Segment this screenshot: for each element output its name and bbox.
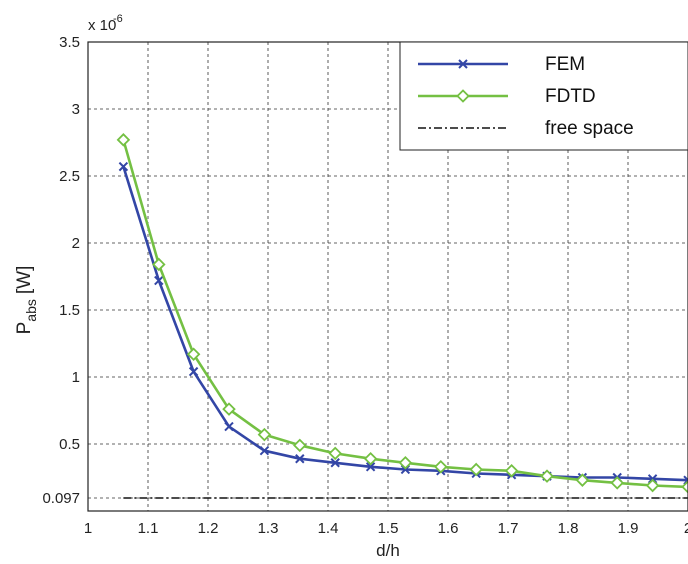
legend-label-fdtd: FDTD xyxy=(545,86,596,107)
data-point-fem xyxy=(259,445,270,456)
data-point-fdtd xyxy=(257,427,272,442)
data-point-fdtd xyxy=(293,438,307,453)
data-point-fdtd xyxy=(398,455,413,470)
x-tick-label: 1.8 xyxy=(558,520,579,537)
x-tick-label: 1.6 xyxy=(438,520,459,537)
legend-entries: FEM FDTD free space xyxy=(418,54,634,139)
y-tick-label: 1.5 xyxy=(59,302,80,319)
y-tick-label: 3 xyxy=(72,101,80,118)
data-point-fem xyxy=(118,161,129,172)
x-tick-label: 1.5 xyxy=(378,520,399,537)
data-point-fdtd xyxy=(186,347,201,361)
x-tick-label: 1.9 xyxy=(618,520,639,537)
y-tick-label: 3.5 xyxy=(59,34,80,51)
data-point-fdtd xyxy=(469,462,483,477)
data-point-fdtd xyxy=(645,478,660,493)
x-tick-label: 2 xyxy=(684,520,688,537)
x-tick-label: 1.7 xyxy=(498,520,519,537)
data-point-fem xyxy=(295,454,305,464)
series-layer xyxy=(116,133,688,499)
x-tick-label: 1.2 xyxy=(198,520,219,537)
y-axis-label-sub: abs xyxy=(23,299,39,322)
data-point-fem xyxy=(330,458,340,468)
data-point-fdtd xyxy=(363,451,378,466)
data-point-fdtd xyxy=(116,133,131,147)
x-tick-label: 1.3 xyxy=(258,520,279,537)
legend-label-free-space: free space xyxy=(545,118,634,139)
data-point-fdtd xyxy=(540,469,554,483)
x-tick-label: 1.4 xyxy=(318,520,339,537)
data-point-fem xyxy=(188,366,199,377)
data-point-fdtd xyxy=(222,402,236,416)
legend-marker-fem xyxy=(458,59,468,69)
data-point-fem xyxy=(224,421,234,432)
grid xyxy=(87,41,688,511)
data-point-fdtd xyxy=(610,476,624,490)
svg-text:Pabs[W]: Pabs [W] xyxy=(14,266,39,335)
y-axis-label: Pabs [W] xyxy=(14,266,39,335)
exponent-label: x 10 xyxy=(88,17,116,34)
x-axis-label: d/h xyxy=(376,541,400,560)
data-point-fdtd xyxy=(575,473,590,487)
data-point-fdtd xyxy=(152,257,166,272)
data-point-fem xyxy=(365,462,376,472)
legend-marker-fdtd xyxy=(456,89,470,103)
legend-label-fem: FEM xyxy=(545,54,585,75)
y-tick-label: 0.097 xyxy=(42,490,80,507)
y-tick-label: 1 xyxy=(72,369,80,386)
ticks: 1 1.1 1.2 1.3 1.4 1.5 1.6 1.7 1.8 1.9 2 0.097 0.5 1 1.… xyxy=(42,34,688,537)
plot-frame xyxy=(87,41,688,512)
data-point-fdtd xyxy=(504,464,519,478)
exponent-power: -6 xyxy=(113,13,123,25)
y-tick-label: 0.5 xyxy=(59,436,80,453)
data-point-fdtd xyxy=(328,446,342,461)
data-point-fdtd xyxy=(681,480,688,494)
data-point-fdtd xyxy=(434,460,448,474)
x-tick-label: 1.1 xyxy=(138,520,159,537)
data-point-fem xyxy=(154,275,164,286)
y-tick-label: 2.5 xyxy=(59,168,80,185)
y-axis-label-unit: [W] xyxy=(14,266,35,295)
x-tick-label: 1 xyxy=(84,520,92,537)
y-tick-label: 2 xyxy=(72,235,80,252)
legend: FEM FDTD free space xyxy=(399,41,688,151)
y-axis-label-main: P xyxy=(14,322,35,335)
